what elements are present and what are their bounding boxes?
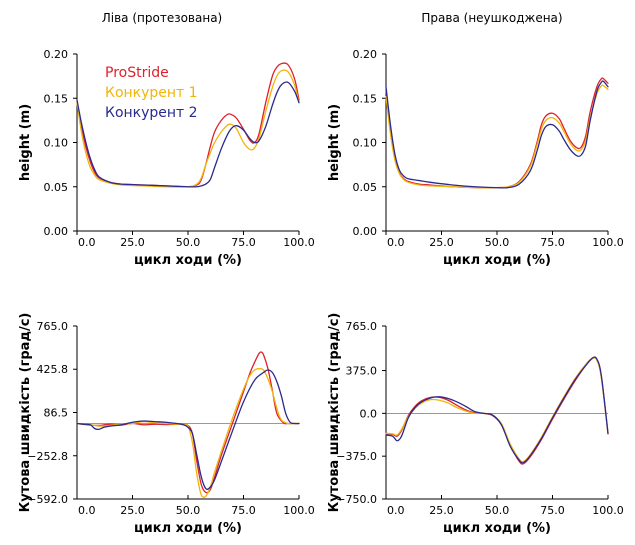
chart-title: Права (неушкоджена) <box>421 11 562 25</box>
y-tick-label: 0.20 <box>44 48 69 61</box>
series-line-3 <box>385 356 609 464</box>
x-tick-label: 100.0 <box>283 504 315 517</box>
y-axis-label: height (m) <box>18 104 33 181</box>
series-line-1 <box>76 351 300 494</box>
x-tick-label: 25.0 <box>429 504 454 517</box>
x-tick-label: 0.0 <box>78 504 96 517</box>
series-line-1 <box>385 77 609 189</box>
series-line-1 <box>76 62 300 188</box>
x-tick-label: 75.0 <box>540 504 565 517</box>
series-line-3 <box>385 80 609 189</box>
y-tick-label: −375.0 <box>336 450 377 463</box>
y-tick-label: 0.10 <box>353 137 378 150</box>
y-tick-label: 0.00 <box>353 225 378 238</box>
y-axis-label: Кутова швидкість (град/с) <box>18 313 33 513</box>
x-tick-label: 25.0 <box>120 504 145 517</box>
x-axis-label: цикл ходи (%) <box>134 253 242 268</box>
series-line-2 <box>76 69 300 188</box>
y-tick-label: −592.0 <box>27 493 68 506</box>
x-tick-label: 50.0 <box>485 504 510 517</box>
x-tick-label: 75.0 <box>540 236 565 249</box>
y-tick-label: 765.0 <box>37 320 69 333</box>
x-axis-label: цикл ходи (%) <box>134 521 242 536</box>
x-axis-label: цикл ходи (%) <box>443 253 551 268</box>
chart-panel-4: −750.0 −375.0 0.0 375.0 765.0 0.0 25.0 50.0 75.0… <box>327 313 624 536</box>
x-tick-label: 0.0 <box>387 236 405 249</box>
chart-panel-3: −592.0 −252.8 86.5 425.8 765.0 0.0 25.0 50.0 75.… <box>18 313 315 536</box>
y-tick-label: 0.15 <box>353 92 378 105</box>
series-line-3 <box>76 369 300 490</box>
series-line-1 <box>385 356 609 465</box>
x-tick-label: 0.0 <box>78 236 96 249</box>
y-tick-label: −750.0 <box>336 493 377 506</box>
x-tick-label: 25.0 <box>429 236 454 249</box>
series-line-2 <box>76 368 300 499</box>
x-tick-label: 100.0 <box>592 504 624 517</box>
x-tick-label: 100.0 <box>592 236 624 249</box>
x-tick-label: 50.0 <box>485 236 510 249</box>
y-tick-label: 425.8 <box>37 363 69 376</box>
y-tick-label: 86.5 <box>44 407 69 420</box>
y-tick-label: 0.00 <box>44 225 69 238</box>
y-axis-label: Кутова швидкість (град/с) <box>327 313 342 513</box>
series-line-2 <box>385 357 609 463</box>
y-tick-label: 0.05 <box>353 181 378 194</box>
x-tick-label: 75.0 <box>231 236 256 249</box>
y-tick-label: 0.20 <box>353 48 378 61</box>
x-tick-label: 50.0 <box>176 236 201 249</box>
y-tick-label: 0.15 <box>44 92 69 105</box>
x-tick-label: 75.0 <box>231 504 256 517</box>
y-tick-label: 375.0 <box>346 365 378 378</box>
chart-panel-2: Права (неушкоджена) 0.00 0.05 0.10 0.15 0.20 0… <box>327 11 624 268</box>
legend-entry-2: Конкурент 1 <box>105 85 198 101</box>
legend-entry-1: ProStride <box>105 65 169 81</box>
x-tick-label: 100.0 <box>283 236 315 249</box>
chart-title: Ліва (протезована) <box>102 11 223 25</box>
y-tick-label: 765.0 <box>346 320 378 333</box>
y-tick-label: −252.8 <box>27 450 68 463</box>
series-line-2 <box>385 84 609 189</box>
y-axis-label: height (m) <box>327 104 342 181</box>
y-tick-label: 0.05 <box>44 181 69 194</box>
x-axis-label: цикл ходи (%) <box>443 521 551 536</box>
legend-entry-3: Конкурент 2 <box>105 105 198 121</box>
y-tick-label: 0.10 <box>44 137 69 150</box>
x-tick-label: 25.0 <box>120 236 145 249</box>
x-tick-label: 0.0 <box>387 504 405 517</box>
chart-panel-1: Ліва (протезована) 0.00 0.05 0.10 0.15 0.20 0.… <box>18 11 315 268</box>
y-tick-label: 0.0 <box>360 407 378 420</box>
series-line-3 <box>76 81 300 188</box>
x-tick-label: 50.0 <box>176 504 201 517</box>
